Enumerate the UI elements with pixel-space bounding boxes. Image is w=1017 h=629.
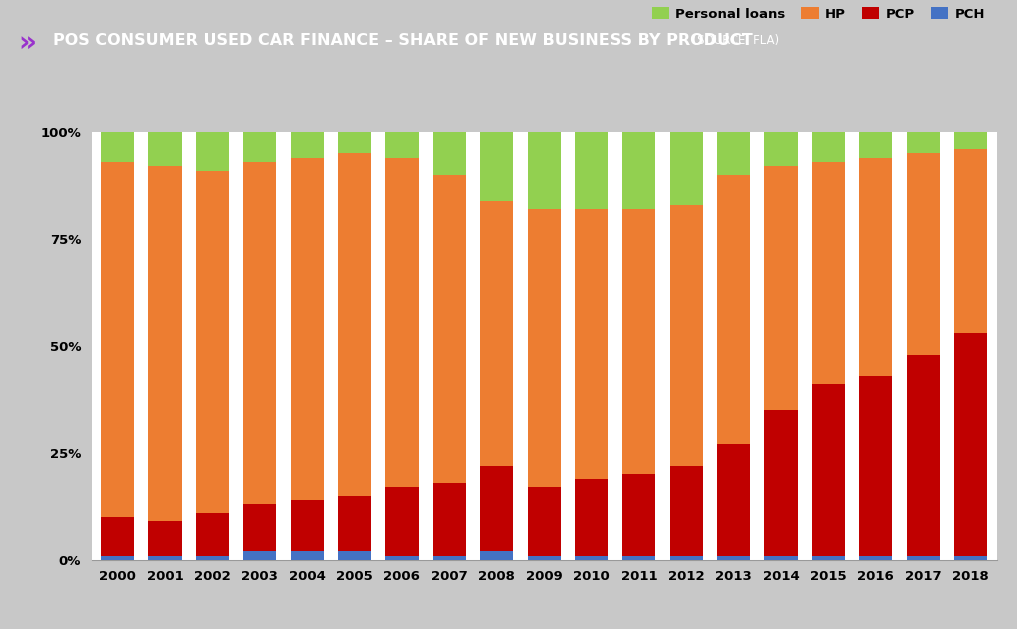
Bar [196, 170, 229, 513]
Bar [812, 384, 845, 555]
Bar [480, 132, 514, 201]
Bar [338, 551, 371, 560]
Bar [148, 555, 182, 560]
Bar [432, 555, 466, 560]
Bar [148, 132, 182, 166]
Bar [338, 132, 371, 153]
Bar [338, 153, 371, 496]
Bar [622, 209, 656, 474]
Bar [480, 551, 514, 560]
Bar [765, 555, 797, 560]
Bar [906, 355, 940, 555]
Bar [812, 555, 845, 560]
Bar [101, 132, 134, 162]
Bar [954, 333, 988, 555]
Bar [954, 132, 988, 149]
Bar [528, 487, 560, 555]
Bar [717, 555, 751, 560]
Bar [338, 496, 371, 551]
Bar [669, 555, 703, 560]
Bar [432, 483, 466, 555]
Bar [291, 500, 323, 551]
Bar [859, 555, 892, 560]
Bar [480, 201, 514, 465]
Bar [528, 209, 560, 487]
Bar [575, 555, 608, 560]
Bar [954, 555, 988, 560]
Bar [148, 166, 182, 521]
Bar [385, 132, 419, 158]
Bar [243, 162, 277, 504]
Bar [765, 166, 797, 410]
Bar [385, 487, 419, 555]
Bar [669, 132, 703, 205]
Bar [717, 175, 751, 444]
Bar [812, 132, 845, 162]
Bar [906, 153, 940, 355]
Bar [243, 504, 277, 551]
Bar [385, 555, 419, 560]
Bar [717, 444, 751, 555]
Bar [859, 158, 892, 376]
Bar [906, 555, 940, 560]
Bar [622, 555, 656, 560]
Bar [906, 132, 940, 153]
Bar [101, 162, 134, 517]
Bar [528, 555, 560, 560]
Bar [291, 158, 323, 500]
Legend: Personal loans, HP, PCP, PCH: Personal loans, HP, PCP, PCH [646, 2, 991, 26]
Bar [196, 132, 229, 170]
Bar [291, 132, 323, 158]
Text: (SOURCE: FLA): (SOURCE: FLA) [685, 35, 780, 47]
Bar [859, 376, 892, 555]
Bar [575, 479, 608, 555]
Bar [196, 513, 229, 555]
Bar [575, 132, 608, 209]
Bar [148, 521, 182, 555]
Text: POS CONSUMER USED CAR FINANCE – SHARE OF NEW BUSINESS BY PRODUCT: POS CONSUMER USED CAR FINANCE – SHARE OF… [53, 33, 753, 48]
Bar [859, 132, 892, 158]
Bar [765, 132, 797, 166]
Bar [575, 209, 608, 479]
Bar [480, 465, 514, 551]
Bar [528, 132, 560, 209]
Bar [101, 517, 134, 555]
Bar [101, 555, 134, 560]
Bar [717, 132, 751, 175]
Text: »: » [18, 28, 37, 57]
Bar [669, 205, 703, 465]
Bar [812, 162, 845, 384]
Bar [291, 551, 323, 560]
Bar [669, 465, 703, 555]
Bar [765, 410, 797, 555]
Bar [432, 175, 466, 483]
Bar [622, 132, 656, 209]
Bar [954, 149, 988, 333]
Bar [385, 158, 419, 487]
Bar [196, 555, 229, 560]
Bar [432, 132, 466, 175]
Bar [243, 132, 277, 162]
Bar [243, 551, 277, 560]
Bar [622, 474, 656, 555]
